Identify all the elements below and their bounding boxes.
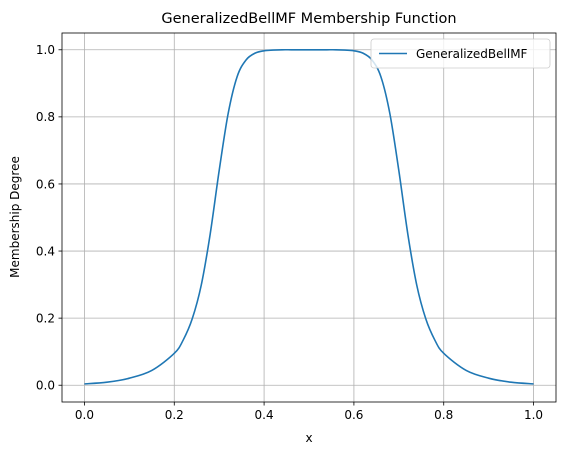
y-tick-label: 1.0 — [36, 43, 55, 57]
grid-x — [84, 33, 534, 402]
y-tick-label: 0.4 — [36, 244, 55, 258]
series-line — [84, 48, 534, 385]
x-tick-label: 0.8 — [434, 408, 453, 422]
plot-frame — [61, 32, 557, 403]
x-tick-label: 0.6 — [344, 408, 363, 422]
x-tick-label: 0.0 — [75, 408, 94, 422]
x-ticks: 0.0 0.2 0.4 0.6 0.8 1.0 — [75, 402, 543, 422]
legend-label: GeneralizedBellMF — [416, 47, 528, 61]
chart-title: GeneralizedBellMF Membership Function — [161, 11, 456, 27]
y-tick-label: 0.6 — [36, 177, 55, 191]
y-tick-label: 0.8 — [36, 110, 55, 124]
x-axis-label: x — [305, 431, 312, 445]
y-axis-label: Membership Degree — [8, 156, 22, 278]
y-tick-label: 0.0 — [36, 379, 55, 393]
x-tick-label: 0.4 — [255, 408, 274, 422]
legend-box — [370, 38, 551, 69]
legend: GeneralizedBellMF — [370, 38, 551, 69]
y-ticks: 0.0 0.2 0.4 0.6 0.8 1.0 — [36, 43, 62, 393]
x-tick-label: 0.2 — [165, 408, 184, 422]
y-tick-label: 0.2 — [36, 311, 55, 325]
x-tick-label: 1.0 — [524, 408, 543, 422]
